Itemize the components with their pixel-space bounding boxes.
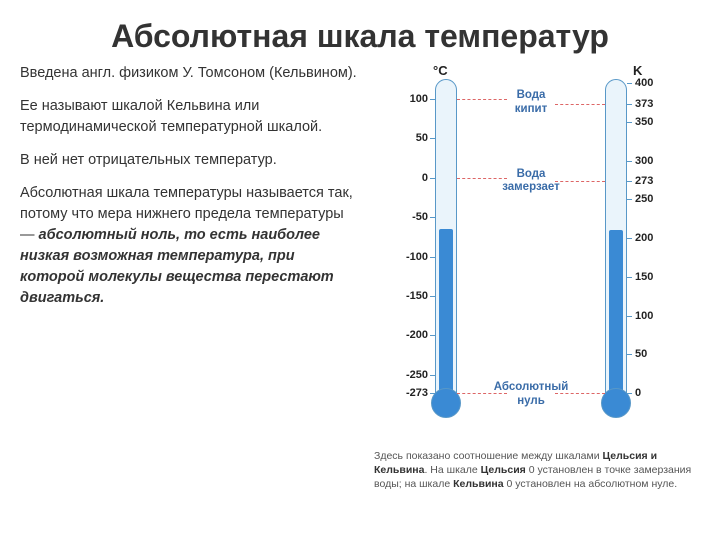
paragraph-1: Введена англ. физиком У. Томсоном (Кельв… bbox=[20, 63, 362, 84]
paragraph-4-emph: абсолютный ноль, то есть наиболее низкая… bbox=[20, 227, 334, 306]
kelvin-tick bbox=[627, 83, 632, 84]
diagram-caption: Здесь показано соотношение между шкалами… bbox=[370, 443, 700, 492]
kelvin-tick bbox=[627, 104, 632, 105]
kelvin-tick bbox=[627, 181, 632, 182]
celsius-tick-label: -150 bbox=[393, 290, 428, 302]
celsius-tick bbox=[430, 296, 435, 297]
kelvin-tick-label: 300 bbox=[635, 155, 670, 167]
content-row: Введена англ. физиком У. Томсоном (Кельв… bbox=[0, 63, 720, 492]
celsius-tick-label: -200 bbox=[393, 329, 428, 341]
kelvin-tick-label: 350 bbox=[635, 116, 670, 128]
celsius-tick-label: -100 bbox=[393, 251, 428, 263]
caption-t2: . На шкале bbox=[424, 464, 480, 476]
caption-b3: Кельвина bbox=[453, 478, 503, 490]
celsius-tick-label: 0 bbox=[393, 172, 428, 184]
kelvin-tick bbox=[627, 238, 632, 239]
paragraph-3: В ней нет отрицательных температур. bbox=[20, 150, 362, 171]
celsius-tick bbox=[430, 138, 435, 139]
celsius-tick-label: -273 bbox=[393, 387, 428, 399]
celsius-tick bbox=[430, 257, 435, 258]
kelvin-tick-label: 50 bbox=[635, 348, 670, 360]
celsius-tick-label: 100 bbox=[393, 93, 428, 105]
celsius-tick bbox=[430, 217, 435, 218]
thermometer-diagram: °C K 100 50 0 -50 -100 -150 -200 -250 -273 400 373 35… bbox=[370, 63, 700, 443]
ref-label: Абсолютныйнуль bbox=[489, 381, 573, 409]
celsius-tick bbox=[430, 393, 435, 394]
paragraph-2: Ее называют шкалой Кельвина или термодин… bbox=[20, 96, 362, 138]
kelvin-tick bbox=[627, 316, 632, 317]
kelvin-tick-label: 200 bbox=[635, 232, 670, 244]
kelvin-fluid bbox=[609, 230, 623, 397]
celsius-tick-label: -50 bbox=[393, 211, 428, 223]
kelvin-tick bbox=[627, 277, 632, 278]
kelvin-tick bbox=[627, 354, 632, 355]
kelvin-header: K bbox=[633, 63, 642, 78]
kelvin-tick bbox=[627, 161, 632, 162]
text-column: Введена англ. физиком У. Томсоном (Кельв… bbox=[20, 63, 370, 492]
kelvin-tick-label: 150 bbox=[635, 271, 670, 283]
page-title: Абсолютная шкала температур bbox=[0, 0, 720, 63]
celsius-tick-label: 50 bbox=[393, 132, 428, 144]
celsius-tick bbox=[430, 375, 435, 376]
celsius-tick bbox=[430, 99, 435, 100]
paragraph-4: Абсолютная шкала температуры называется … bbox=[20, 183, 362, 309]
kelvin-tick bbox=[627, 199, 632, 200]
kelvin-tick-label: 373 bbox=[635, 98, 670, 110]
ref-label: Водакипит bbox=[489, 89, 573, 117]
kelvin-tick bbox=[627, 393, 632, 394]
kelvin-tick-label: 400 bbox=[635, 77, 670, 89]
celsius-tick bbox=[430, 335, 435, 336]
celsius-tick bbox=[430, 178, 435, 179]
caption-b2: Цельсия bbox=[481, 464, 526, 476]
kelvin-tick-label: 0 bbox=[635, 387, 670, 399]
kelvin-tick-label: 273 bbox=[635, 175, 670, 187]
celsius-tick-label: -250 bbox=[393, 369, 428, 381]
celsius-header: °C bbox=[433, 63, 448, 78]
kelvin-tick-label: 250 bbox=[635, 193, 670, 205]
caption-t4: 0 установлен на абсолютном нуле. bbox=[504, 478, 678, 490]
diagram-column: °C K 100 50 0 -50 -100 -150 -200 -250 -273 400 373 35… bbox=[370, 63, 700, 492]
kelvin-tick bbox=[627, 122, 632, 123]
ref-label: Водазамерзает bbox=[489, 168, 573, 196]
caption-t1: Здесь показано соотношение между шкалами bbox=[374, 450, 603, 462]
kelvin-tick-label: 100 bbox=[635, 310, 670, 322]
celsius-fluid bbox=[439, 229, 453, 397]
